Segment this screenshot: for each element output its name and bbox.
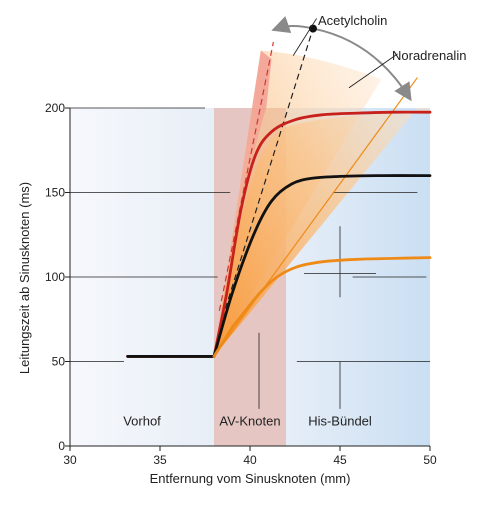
noradrenalin-edge-line — [213, 77, 418, 357]
y-axis-title: Leitungszeit ab Sinusknoten (ms) — [17, 182, 32, 374]
acetylcholin-fan — [214, 50, 272, 357]
region-vorhof-label: Vorhof — [123, 414, 161, 429]
series-orange-line — [212, 256, 432, 358]
y-tick-label-0: 0 — [58, 439, 65, 453]
annotations-layer: Acetylcholin Noradrenalin — [271, 13, 466, 102]
x-tick-label-35: 35 — [153, 453, 167, 467]
noradrenalin-label: Noradrenalin — [392, 48, 466, 63]
series-layer — [126, 110, 432, 358]
series-red-line — [126, 110, 432, 358]
y-tick-label-50: 50 — [52, 355, 66, 369]
acetylcholin-arrow — [271, 16, 314, 34]
y-tick-label-200: 200 — [45, 101, 65, 115]
series-black-line — [126, 174, 432, 358]
x-tick-label-30: 30 — [63, 453, 77, 467]
region-av-knoten-label: AV-Knoten — [219, 414, 280, 429]
x-tick-label-45: 45 — [333, 453, 347, 467]
y-tick-label-150: 150 — [45, 186, 65, 200]
guide-lines — [70, 28, 430, 409]
region-his-buendel-label: His-Bündel — [308, 414, 372, 429]
y-tick-label-100: 100 — [45, 270, 65, 284]
effect-fans — [214, 50, 430, 357]
axes-layer: 0 50 100 150 200 30 35 40 45 50 — [45, 101, 437, 467]
x-axis-title: Entfernung vom Sinusknoten (mm) — [150, 471, 351, 486]
x-tick-label-40: 40 — [243, 453, 257, 467]
noradrenalin-leader — [348, 53, 398, 89]
reference-dashed-line — [218, 28, 314, 328]
acetylcholin-label: Acetylcholin — [318, 13, 387, 28]
labels-layer: Vorhof AV-Knoten His-Bündel — [123, 414, 372, 429]
x-tick-label-50: 50 — [423, 453, 437, 467]
acetylcholin-dashed-line — [218, 41, 274, 311]
acetylcholin-leader — [292, 18, 317, 56]
noradrenalin-arrow — [312, 27, 412, 102]
